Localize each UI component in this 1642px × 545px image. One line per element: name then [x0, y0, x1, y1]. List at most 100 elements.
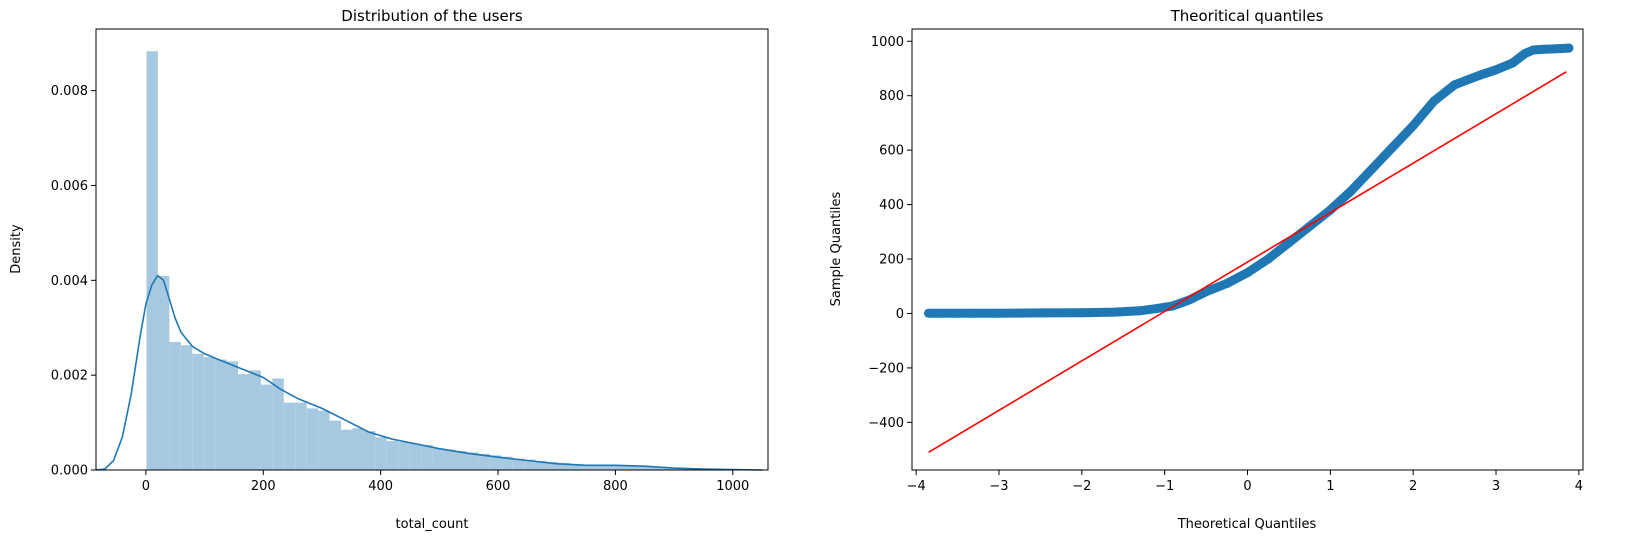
histogram-x-ticks: 0 200 400 600 800 1000 — [142, 470, 749, 494]
qq-point — [1135, 306, 1145, 316]
histogram-bar — [341, 429, 353, 470]
qq-point — [1284, 238, 1294, 248]
histogram-bar — [215, 359, 227, 470]
histogram-bar — [192, 353, 204, 470]
histogram-y-tick-label: 0.002 — [51, 369, 88, 384]
qq-y-ticks: −400 −200 0 200 400 600 800 1000 — [868, 35, 912, 431]
qq-y-tick-label: 1000 — [871, 35, 904, 50]
histogram-panel: Distribution of the users 0 200 400 600 800 1… — [9, 7, 769, 532]
qq-x-tick-label: 0 — [1243, 479, 1251, 494]
qq-point — [1387, 142, 1397, 152]
qq-x-tick-label: −3 — [989, 479, 1008, 494]
histogram-y-tick-label: 0.008 — [51, 84, 88, 99]
qq-point — [1474, 70, 1484, 80]
histogram-bar — [650, 467, 662, 470]
histogram-bar — [638, 466, 651, 470]
histogram-axes-frame — [95, 28, 769, 471]
qq-x-tick-label: −4 — [907, 479, 926, 494]
histogram-y-tick-label: 0.000 — [51, 464, 88, 479]
qq-x-tick-label: 2 — [1409, 479, 1417, 494]
histogram-bar — [238, 374, 250, 470]
histogram-x-tick-label: 0 — [142, 479, 150, 494]
histogram-bar — [558, 462, 570, 470]
histogram-bar — [226, 361, 239, 470]
histogram-bar — [466, 452, 479, 470]
histogram-bar — [169, 341, 181, 470]
qq-point — [1325, 205, 1335, 215]
histogram-x-label: total_count — [396, 517, 469, 532]
qq-reference-line — [928, 71, 1567, 453]
histogram-bar — [489, 455, 502, 470]
qq-x-label: Theoretical Quantiles — [1177, 517, 1317, 532]
histogram-x-tick-label: 800 — [603, 479, 628, 494]
histogram-bar — [512, 458, 525, 470]
histogram-bar — [444, 449, 456, 470]
histogram-bar — [604, 465, 616, 470]
qq-y-tick-label: −200 — [868, 361, 904, 376]
histogram-bar — [569, 463, 582, 470]
qq-point — [1528, 45, 1538, 55]
qq-point — [1110, 307, 1120, 317]
qq-x-tick-label: −1 — [1155, 479, 1174, 494]
qq-point — [1222, 279, 1232, 289]
qq-point — [1491, 65, 1501, 75]
histogram-bar — [283, 402, 296, 470]
histogram-bar — [421, 444, 433, 470]
qq-y-label: Sample Quantiles — [829, 191, 844, 306]
qq-point — [1077, 308, 1087, 318]
histogram-y-label: Density — [9, 224, 24, 274]
histogram-x-tick-label: 600 — [486, 479, 511, 494]
qq-point — [1429, 96, 1439, 106]
qq-point — [1537, 44, 1547, 54]
histogram-bar — [615, 465, 628, 470]
histogram-bar — [352, 428, 364, 470]
histogram-bar — [375, 437, 387, 470]
histogram-bar — [295, 402, 307, 470]
histogram-bar — [455, 451, 467, 470]
histogram-y-tick-label: 0.004 — [51, 274, 88, 289]
qq-point — [994, 308, 1004, 318]
histogram-bar — [535, 460, 548, 470]
histogram-plot-area — [95, 51, 763, 471]
histogram-bar — [363, 431, 376, 470]
histogram-bar — [501, 456, 513, 470]
histogram-bar — [592, 465, 605, 470]
histogram-bar — [260, 384, 273, 470]
qq-axes-frame — [911, 28, 1584, 471]
histogram-y-tick-label: 0.006 — [51, 179, 88, 194]
qq-x-tick-label: 4 — [1575, 479, 1583, 494]
histogram-bar — [478, 453, 490, 470]
qq-x-tick-label: 1 — [1326, 479, 1334, 494]
histogram-x-tick-label: 400 — [368, 479, 393, 494]
histogram-bar — [157, 276, 170, 470]
qq-point — [948, 308, 958, 318]
qq-y-tick-label: 200 — [879, 253, 904, 268]
qq-point — [1201, 287, 1211, 297]
qq-point — [1263, 254, 1273, 264]
histogram-bar — [329, 420, 342, 470]
histogram-bar — [203, 357, 216, 470]
qq-point — [1035, 308, 1045, 318]
qq-point — [1151, 304, 1161, 314]
qq-point — [1450, 80, 1460, 90]
histogram-bar — [581, 464, 593, 470]
qq-title: Theoritical quantiles — [1170, 7, 1324, 25]
qq-y-tick-label: −400 — [868, 416, 904, 431]
qq-point — [1508, 58, 1518, 68]
qq-y-tick-label: 0 — [896, 307, 904, 322]
histogram-bar — [524, 459, 536, 470]
qq-point — [938, 308, 948, 318]
qq-point — [1564, 43, 1574, 53]
qq-point — [1367, 164, 1377, 174]
histogram-bar — [661, 467, 673, 470]
qq-panel: Theoritical quantiles −4 −3 −2 −1 0 1 2 3 4 −400… — [829, 7, 1584, 532]
histogram-bar — [306, 408, 319, 470]
histogram-bar — [146, 51, 158, 470]
histogram-bar — [386, 441, 399, 470]
histogram-bar — [547, 461, 559, 470]
histogram-bar — [318, 410, 330, 470]
kde-curve — [95, 274, 763, 471]
qq-x-tick-label: −2 — [1072, 479, 1091, 494]
histogram-x-tick-label: 200 — [251, 479, 276, 494]
histogram-bar — [409, 443, 422, 470]
